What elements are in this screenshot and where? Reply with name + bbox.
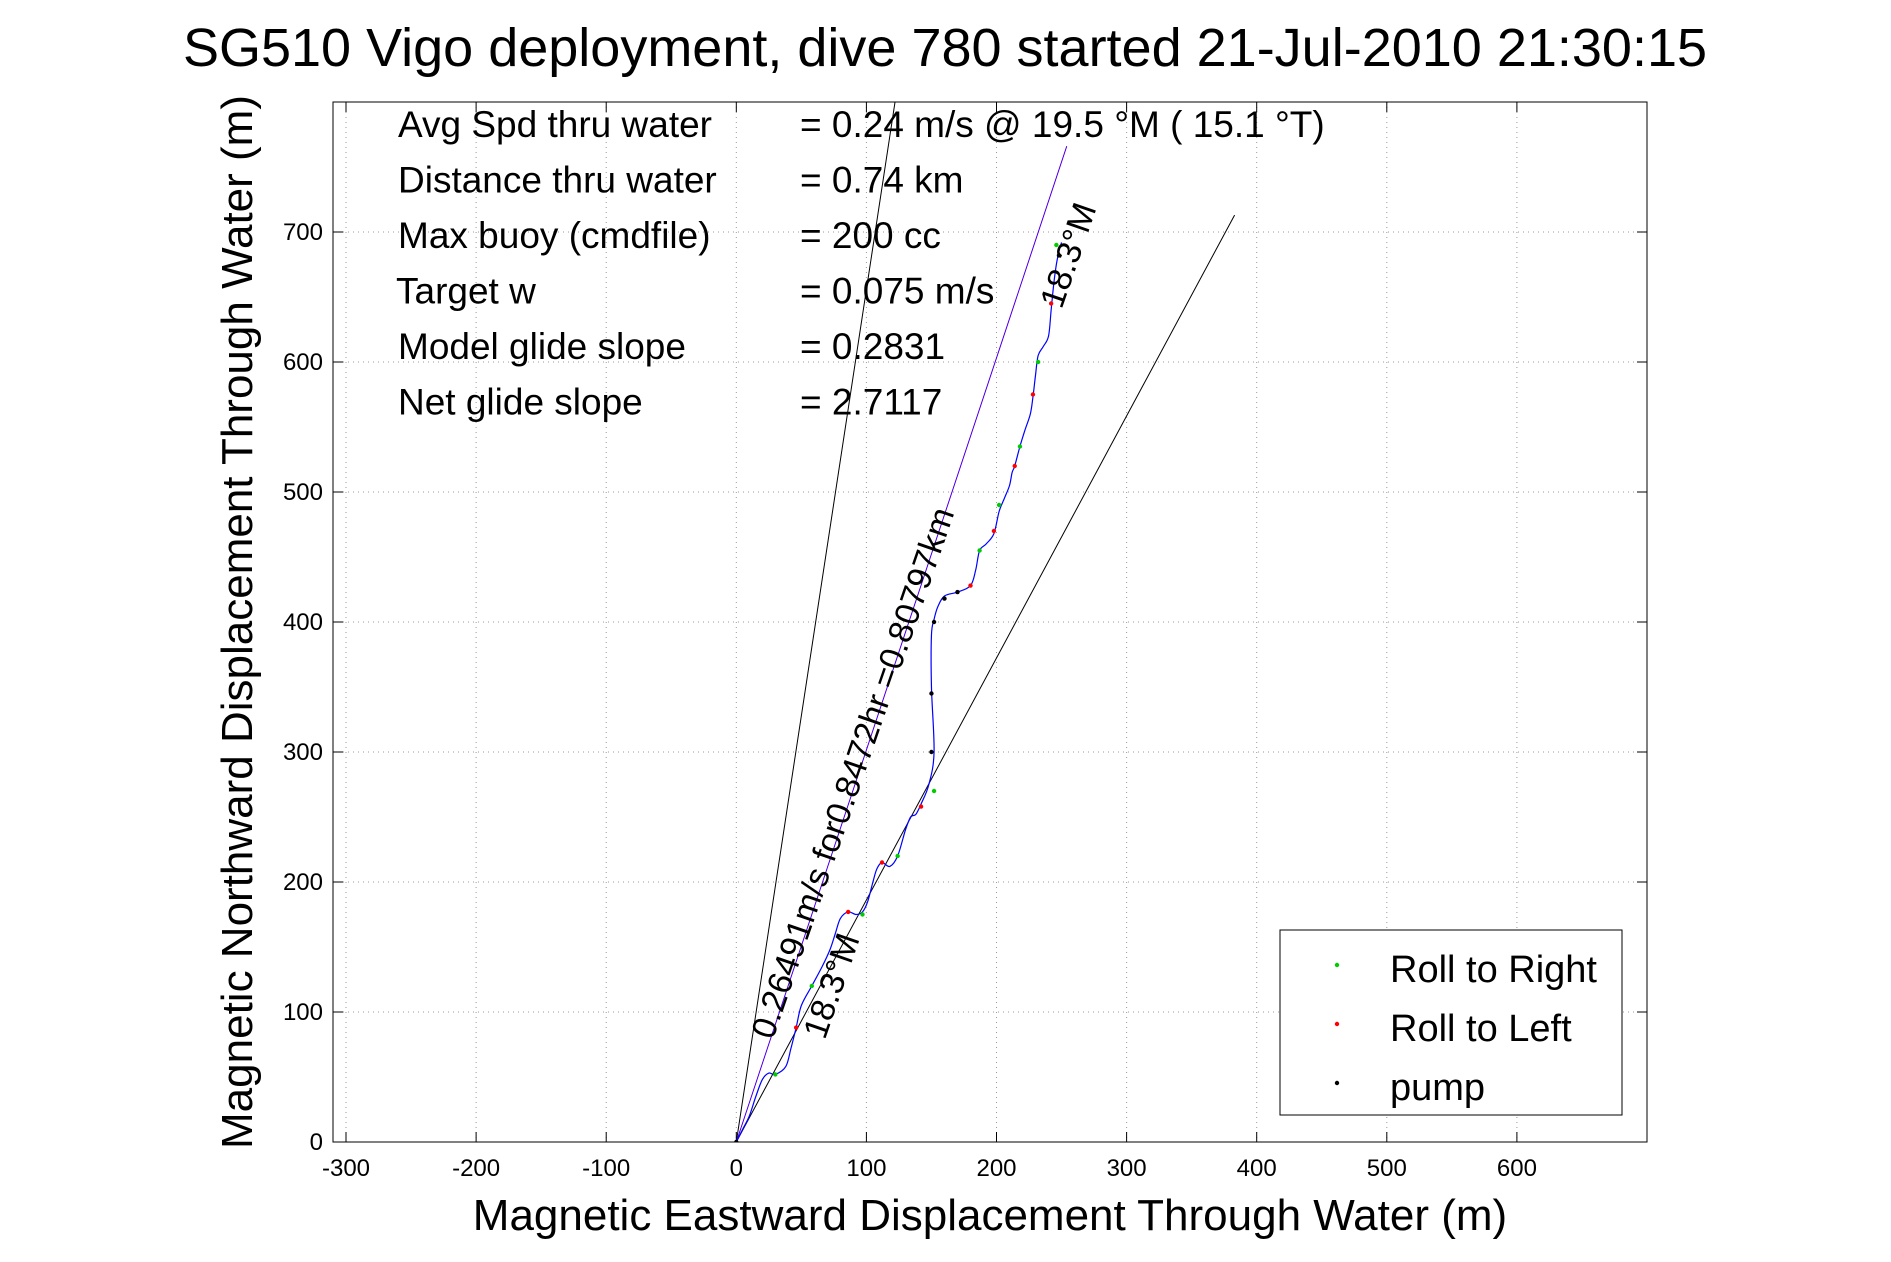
legend-marker bbox=[1334, 1080, 1340, 1086]
stat-label: Target w bbox=[396, 271, 536, 312]
pump-point bbox=[955, 589, 960, 595]
legend-label: Roll to Left bbox=[1390, 1008, 1572, 1050]
legend-marker bbox=[1334, 1021, 1340, 1027]
x-axis-label: Magnetic Eastward Displacement Through W… bbox=[473, 1191, 1507, 1240]
y-tick-label: 500 bbox=[283, 479, 323, 506]
legend: Roll to Right Roll to Left pump bbox=[1279, 929, 1623, 1116]
roll-right-point bbox=[977, 548, 982, 553]
y-tick-label: 200 bbox=[283, 869, 323, 896]
roll-left-point bbox=[879, 860, 885, 865]
stat-label: Max buoy (cmdfile) bbox=[398, 215, 711, 256]
y-axis-ticks: 0 100 200 300 400 500 600 700 bbox=[283, 219, 1647, 1156]
x-tick-label: 300 bbox=[1107, 1155, 1147, 1182]
x-tick-label: -100 bbox=[582, 1155, 630, 1182]
roll-right-point bbox=[809, 983, 814, 989]
roll-right-point bbox=[1035, 359, 1041, 365]
roll-left-point bbox=[1048, 301, 1054, 306]
roll-left-point bbox=[845, 909, 851, 915]
stat-label: Model glide slope bbox=[398, 326, 686, 367]
stats-block: Avg Spd thru water = 0.24 m/s @ 19.5 °M (… bbox=[396, 104, 1325, 423]
legend-label: pump bbox=[1390, 1067, 1485, 1109]
x-tick-label: 500 bbox=[1367, 1155, 1407, 1182]
roll-left-point bbox=[793, 1025, 799, 1030]
stat-label: Net glide slope bbox=[398, 382, 643, 423]
x-tick-label: 100 bbox=[846, 1155, 886, 1182]
y-tick-label: 400 bbox=[283, 609, 323, 636]
plot-area bbox=[734, 102, 1236, 1142]
y-tick-label: 0 bbox=[310, 1129, 323, 1156]
stat-label: Distance thru water bbox=[398, 160, 717, 201]
y-tick-label: 300 bbox=[283, 739, 323, 766]
reference-line bbox=[735, 102, 896, 1142]
pump-point bbox=[942, 596, 947, 601]
stat-value: = 200 cc bbox=[800, 215, 941, 256]
stat-value: = 0.74 km bbox=[800, 160, 964, 201]
roll-left-point bbox=[918, 804, 924, 809]
reference-line bbox=[735, 214, 1236, 1142]
pump-point bbox=[1056, 253, 1062, 258]
y-tick-label: 100 bbox=[283, 999, 323, 1026]
x-tick-label: 600 bbox=[1497, 1155, 1537, 1182]
y-tick-label: 700 bbox=[283, 219, 323, 246]
pump-point bbox=[931, 619, 937, 625]
roll-right-point bbox=[1017, 444, 1023, 449]
stat-value: = 2.7117 bbox=[800, 382, 942, 423]
roll-left-point bbox=[1012, 463, 1017, 469]
y-tick-label: 600 bbox=[283, 349, 323, 376]
roll-left-point bbox=[968, 583, 973, 588]
stat-value: = 0.075 m/s bbox=[800, 271, 994, 312]
glider-track bbox=[735, 242, 1063, 1142]
pump-point bbox=[929, 691, 934, 696]
x-tick-label: 200 bbox=[976, 1155, 1016, 1182]
roll-left-point bbox=[1030, 392, 1036, 397]
stat-label: Avg Spd thru water bbox=[398, 104, 712, 145]
pump-point bbox=[929, 749, 934, 755]
roll-right-point bbox=[1054, 242, 1059, 248]
stat-value: = 0.24 m/s @ 19.5 °M ( 15.1 °T) bbox=[800, 104, 1325, 145]
roll-right-point bbox=[773, 1072, 778, 1077]
roll-right-point bbox=[996, 502, 1002, 508]
legend-label: Roll to Right bbox=[1390, 949, 1597, 991]
x-tick-label: -200 bbox=[452, 1155, 500, 1182]
roll-left-point bbox=[991, 528, 997, 534]
x-tick-label: 0 bbox=[730, 1155, 743, 1182]
roll-right-point bbox=[931, 788, 937, 794]
x-tick-label: -300 bbox=[322, 1155, 370, 1182]
roll-right-point bbox=[860, 912, 865, 917]
x-tick-label: 400 bbox=[1237, 1155, 1277, 1182]
legend-marker bbox=[1334, 962, 1340, 968]
x-axis-ticks: -300 -200 -100 0 100 200 300 400 500 600 bbox=[322, 102, 1537, 1182]
reference-line bbox=[736, 146, 1068, 1142]
chart-title: SG510 Vigo deployment, dive 780 started … bbox=[183, 18, 1707, 78]
stat-value: = 0.2831 bbox=[800, 326, 945, 367]
pump-point bbox=[734, 1139, 739, 1142]
y-axis-label: Magnetic Northward Displacement Through … bbox=[213, 95, 262, 1149]
roll-right-point bbox=[895, 853, 900, 859]
